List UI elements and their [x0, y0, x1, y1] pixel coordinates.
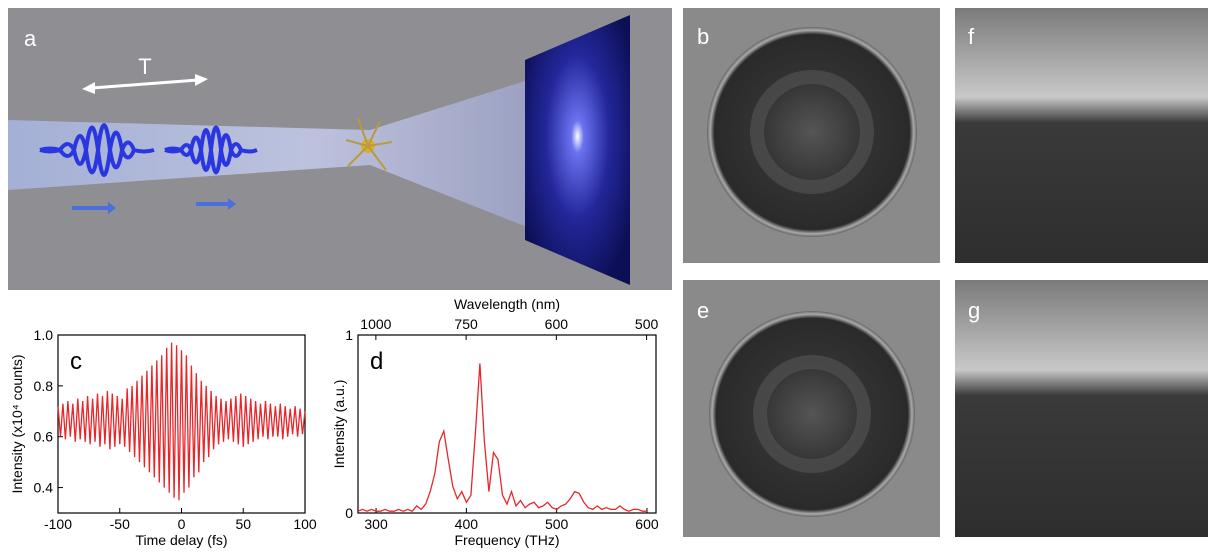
x2-axis-label: Wavelength (nm): [454, 296, 560, 312]
panel-g: g: [955, 280, 1208, 537]
zoom-image: [955, 8, 1208, 263]
x-tick-label: 600: [635, 516, 659, 532]
x2-tick-label: 500: [635, 316, 659, 332]
y-tick-label: 0: [345, 505, 353, 521]
y-tick-label: 0.4: [34, 480, 54, 496]
x-tick-label: 100: [293, 516, 317, 532]
x2-tick-label: 600: [545, 316, 569, 332]
panel-label: c: [70, 348, 82, 375]
panel-b: b: [683, 8, 940, 263]
cell-image: [707, 27, 917, 237]
x-tick-label: 0: [178, 516, 186, 532]
figure: a T b e f g -100 -50 0 50 100 0.4 0.6 0.8 1.0 c Ti…: [0, 0, 1208, 553]
x-axis-label: Frequency (THz): [454, 532, 559, 548]
x-axis-label: Time delay (fs): [135, 532, 227, 548]
cell-image: [709, 311, 915, 517]
panel-label: f: [968, 24, 975, 49]
detector-screen: [525, 15, 630, 285]
y-tick-label: 0.6: [34, 429, 54, 445]
x-tick-label: 300: [364, 516, 388, 532]
x2-tick-label: 1000: [360, 316, 391, 332]
y-tick-label: 1: [345, 327, 353, 343]
panel-a: a T: [8, 8, 672, 290]
panel-label: g: [968, 298, 980, 323]
x-tick-label: -50: [110, 516, 130, 532]
x-tick-label: 400: [455, 516, 479, 532]
data-line: [58, 343, 305, 501]
y-axis-label: Intensity (x10⁴ counts): [9, 354, 25, 493]
panel-label: a: [24, 26, 37, 51]
y-tick-label: 1.0: [34, 327, 54, 343]
zoom-image: [955, 280, 1208, 537]
panel-label: b: [697, 24, 709, 49]
annotation: T: [138, 54, 151, 79]
y-tick-label: 0.8: [34, 378, 54, 394]
x-tick-label: 500: [545, 516, 569, 532]
panel-f: f: [955, 8, 1208, 263]
plot-frame: [358, 335, 656, 513]
y-axis-label: Intensity (a.u.): [331, 380, 347, 469]
panel-e: e: [683, 280, 940, 537]
panel-label: e: [697, 298, 709, 323]
panel-label: d: [370, 348, 383, 375]
x-tick-label: -100: [44, 516, 72, 532]
x2-tick-label: 750: [454, 316, 478, 332]
data-line: [358, 364, 647, 512]
x-tick-label: 50: [235, 516, 251, 532]
